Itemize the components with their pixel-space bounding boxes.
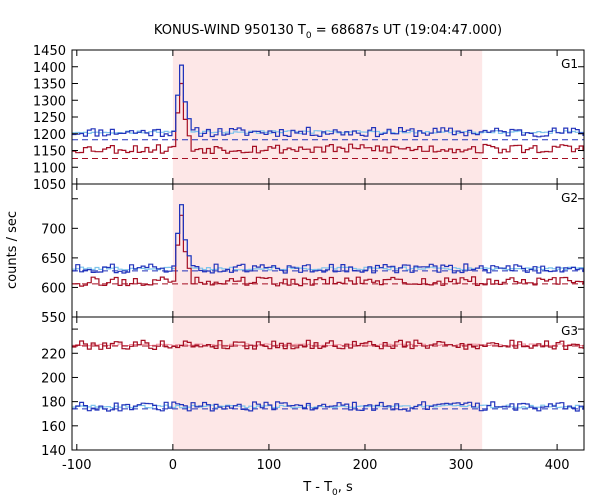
x-tick-label: 100: [257, 458, 282, 473]
x-tick-label: -100: [62, 458, 92, 473]
x-tick-label: 0: [169, 458, 177, 473]
highlight-region: [172, 184, 483, 317]
y-tick-label: 650: [41, 252, 66, 267]
y-tick-label: 700: [41, 222, 66, 237]
series-red: [72, 214, 584, 287]
y-tick-label: 1400: [33, 61, 66, 76]
y-tick-label: 550: [41, 311, 66, 326]
panel-label: G1: [561, 57, 578, 71]
x-tick-label: 300: [449, 458, 474, 473]
y-tick-label: 220: [41, 347, 66, 362]
y-tick-label: 1100: [33, 161, 66, 176]
series-blue: [72, 401, 584, 412]
y-tick-label: 180: [41, 396, 66, 411]
chart-title: KONUS-WIND 950130 T0 = 68687s UT (19:04:…: [154, 23, 502, 41]
y-tick-label: 1150: [33, 145, 66, 160]
y-tick-label: 1450: [33, 44, 66, 59]
panel-frame: [71, 316, 585, 451]
chart-title-sub: 0: [306, 31, 312, 41]
fit-curve-blue: [72, 64, 584, 135]
y-tick-label: 1300: [33, 94, 66, 109]
y-axis-label: counts / sec: [5, 211, 20, 289]
y-tick-label: 160: [41, 420, 66, 435]
x-axis-label: T - T0, s: [302, 480, 353, 498]
panel-g2: 550 600 650 700 G2: [41, 183, 585, 326]
series-blue: [72, 204, 584, 274]
x-axis-label-sub: 0: [332, 488, 338, 498]
x-axis: -100 0 100 200 300 400: [62, 458, 569, 473]
panel-label: G2: [561, 191, 578, 205]
series-red: [72, 82, 584, 154]
panels: 105011001150120012501300135014001450G155…: [33, 44, 585, 459]
x-tick-label: 400: [545, 458, 570, 473]
panel-label: G3: [561, 324, 578, 338]
y-tick-label: 1250: [33, 111, 66, 126]
series-blue: [72, 64, 584, 138]
y-tick-label: 140: [41, 444, 66, 459]
panel-g3: 140 160 180 200 220 G3: [41, 316, 585, 459]
series-red: [72, 339, 584, 350]
highlight-region: [172, 317, 483, 450]
highlight-region: [172, 50, 483, 184]
y-tick-label: 600: [41, 281, 66, 296]
chart-title-prefix: KONUS-WIND 950130 T: [154, 23, 306, 38]
x-tick-label: 200: [353, 458, 378, 473]
y-tick-label: 1200: [33, 128, 66, 143]
y-tick-label: 1350: [33, 78, 66, 93]
y-tick-label: 1050: [33, 178, 66, 193]
x-axis-label-suffix: , s: [338, 480, 353, 495]
chart-title-suffix: = 68687s UT (19:04:47.000): [312, 23, 502, 38]
x-axis-label-prefix: T - T: [302, 480, 332, 495]
y-tick-label: 200: [41, 371, 66, 386]
